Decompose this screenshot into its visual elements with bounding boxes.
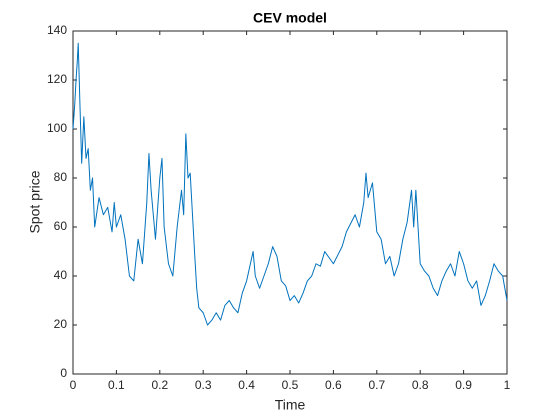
y-tick-label: 100 (47, 121, 67, 135)
x-tick-label: 0.6 (325, 378, 342, 392)
y-tick-label: 60 (54, 219, 68, 233)
x-tick-label: 1 (504, 378, 511, 392)
x-tick-label: 0.8 (412, 378, 429, 392)
x-tick-label: 0.1 (108, 378, 125, 392)
plot-box (72, 30, 508, 375)
x-tick-label: 0.7 (368, 378, 385, 392)
x-axis-label: Time (275, 397, 306, 413)
x-tick-label: 0.2 (151, 378, 168, 392)
x-tick-label: 0 (70, 378, 77, 392)
price-line (72, 42, 508, 326)
x-tick-label: 0.5 (282, 378, 299, 392)
chart-title: CEV model (253, 10, 327, 26)
y-tick-label: 20 (54, 317, 68, 331)
x-tick-label: 0.4 (238, 378, 255, 392)
y-axis-label: Spot price (27, 170, 43, 233)
y-tick-label: 120 (47, 72, 67, 86)
y-tick-label: 80 (54, 170, 68, 184)
x-tick-label: 0.9 (455, 378, 472, 392)
y-tick-label: 40 (54, 268, 68, 282)
y-tick-label: 140 (47, 23, 67, 37)
y-tick-label: 0 (60, 366, 67, 380)
x-tick-label: 0.3 (195, 378, 212, 392)
